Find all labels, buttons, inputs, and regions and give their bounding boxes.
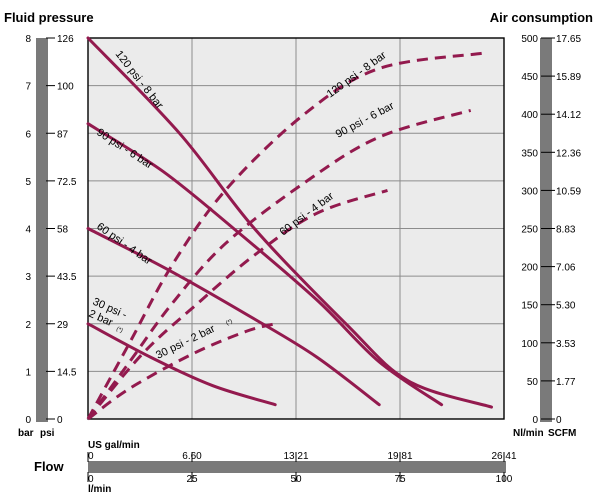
- usgal-tick-label: 0: [88, 451, 94, 462]
- lmin-tick-label: 25: [186, 474, 198, 485]
- bar-tick-label: 8: [25, 34, 31, 45]
- usgal-tick-label: 6.60: [182, 451, 202, 462]
- left-axis-ticks: 0 0 1 14.5 2 29 3 43.5 4 58 5 72.5 6 87 7 100 8 126: [25, 34, 76, 426]
- nlmin-tick-label: 250: [521, 225, 538, 236]
- psi-tick-label: 126: [57, 34, 74, 45]
- scfm-tick-label: 10.59: [556, 186, 581, 197]
- nlmin-tick-label: 350: [521, 148, 538, 159]
- nlmin-tick-label: 200: [521, 263, 538, 274]
- lmin-tick-label: 100: [496, 474, 513, 485]
- lmin-tick-label: 75: [394, 474, 406, 485]
- air-consumption-title: Air consumption: [490, 10, 593, 25]
- scfm-tick-label: 3.53: [556, 339, 576, 350]
- nlmin-tick-label: 50: [527, 377, 539, 388]
- psi-tick-label: 87: [57, 129, 69, 140]
- nlmin-tick-label: 0: [532, 415, 538, 426]
- flow-label: Flow: [34, 459, 64, 474]
- scfm-tick-label: 0: [556, 415, 562, 426]
- lmin-tick-label: 50: [290, 474, 302, 485]
- psi-tick-label: 43.5: [57, 272, 77, 283]
- pressure-curve: [86, 122, 444, 407]
- air-consumption-curve: [86, 108, 472, 420]
- bar-unit-label: bar: [18, 428, 34, 439]
- scfm-tick-label: 5.30: [556, 301, 576, 312]
- psi-unit-label: psi: [40, 428, 55, 439]
- scfm-tick-label: 15.89: [556, 72, 581, 83]
- bar-tick-label: 6: [25, 129, 31, 140]
- scfm-tick-label: 14.12: [556, 110, 581, 121]
- air-scale-bar: [540, 38, 552, 422]
- bar-tick-label: 0: [25, 415, 31, 426]
- label-pressure-30-note: (*): [115, 326, 123, 334]
- bar-tick-label: 1: [25, 367, 31, 378]
- bar-tick-label: 4: [25, 225, 31, 236]
- label-air-30-note: (*): [225, 319, 233, 327]
- right-axis-ticks: 0 0 50 1.77 100 3.53 150 5.30 200 7.06 250 8.83 300 1…: [521, 34, 581, 426]
- nlmin-tick-label: 450: [521, 72, 538, 83]
- psi-tick-label: 100: [57, 82, 74, 93]
- nlmin-tick-label: 100: [521, 339, 538, 350]
- grid: [88, 38, 504, 419]
- pressure-curve: [86, 227, 381, 407]
- flow-axis-ticks: 0 0 6.60 25 13.21 50 19.81 75 26.41 100: [87, 451, 517, 485]
- pressure-scale-bar: [36, 38, 48, 422]
- nlmin-tick-label: 400: [521, 110, 538, 121]
- psi-tick-label: 29: [57, 320, 69, 331]
- nlmin-tick-label: 150: [521, 301, 538, 312]
- bar-tick-label: 3: [25, 272, 31, 283]
- nlmin-tick-label: 500: [521, 34, 538, 45]
- bar-tick-label: 7: [25, 82, 31, 93]
- pressure-curve: [86, 36, 493, 409]
- data-series: [86, 36, 493, 421]
- fluid-pressure-title: Fluid pressure: [4, 10, 94, 25]
- usgal-tick-label: 26.41: [491, 451, 516, 462]
- usgal-tick-label: 13.21: [283, 451, 308, 462]
- psi-tick-label: 58: [57, 225, 69, 236]
- lmin-tick-label: 0: [88, 474, 94, 485]
- psi-tick-label: 14.5: [57, 367, 77, 378]
- nlmin-tick-label: 300: [521, 186, 538, 197]
- bar-tick-label: 5: [25, 177, 31, 188]
- scfm-tick-label: 7.06: [556, 263, 576, 274]
- bar-tick-label: 2: [25, 320, 31, 331]
- psi-tick-label: 72.5: [57, 177, 77, 188]
- scfm-tick-label: 8.83: [556, 225, 576, 236]
- flow-scale-bar: [88, 461, 506, 473]
- lmin-unit-label: l/min: [88, 484, 111, 495]
- air-consumption-curve: [86, 188, 388, 420]
- scfm-tick-label: 17.65: [556, 34, 581, 45]
- nlmin-unit-label: Nl/min: [513, 428, 544, 439]
- pressure-curve: [86, 322, 277, 407]
- usgal-unit-label: US gal/min: [88, 440, 140, 451]
- scfm-unit-label: SCFM: [548, 428, 576, 439]
- scfm-tick-label: 1.77: [556, 377, 576, 388]
- scfm-tick-label: 12.36: [556, 148, 581, 159]
- usgal-tick-label: 19.81: [387, 451, 412, 462]
- psi-tick-label: 0: [57, 415, 63, 426]
